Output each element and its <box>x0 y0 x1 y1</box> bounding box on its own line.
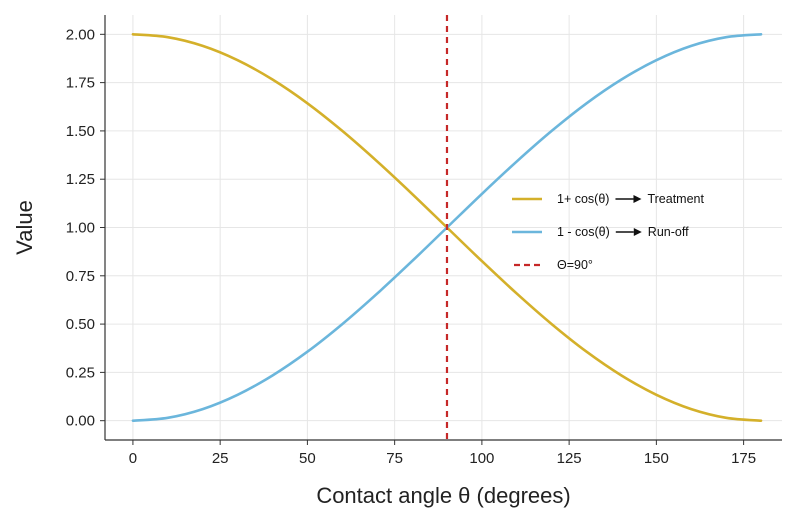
y-tick-label: 1.00 <box>66 220 95 237</box>
legend-target-label: Treatment <box>647 192 704 206</box>
y-tick-label: 0.50 <box>66 316 95 333</box>
legend-target-label: Run-off <box>648 225 689 239</box>
y-tick-label: 0.00 <box>66 413 95 430</box>
x-tick-label: 0 <box>129 450 137 467</box>
legend-arrow-head <box>633 195 642 203</box>
y-tick-label: 0.25 <box>66 364 95 381</box>
legend-label: 1+ cos(θ) <box>557 192 609 206</box>
x-tick-label: 175 <box>731 450 756 467</box>
legend-label: Θ=90° <box>557 258 593 272</box>
legend-arrow-head <box>633 228 642 236</box>
x-tick-label: 75 <box>386 450 403 467</box>
x-tick-label: 125 <box>557 450 582 467</box>
legend-label: 1 - cos(θ) <box>557 225 610 239</box>
x-tick-label: 50 <box>299 450 316 467</box>
x-tick-label: 150 <box>644 450 669 467</box>
y-tick-label: 0.75 <box>66 268 95 285</box>
x-tick-label: 100 <box>469 450 494 467</box>
y-tick-label: 1.25 <box>66 171 95 188</box>
y-tick-label: 2.00 <box>66 26 95 43</box>
x-tick-label: 25 <box>212 450 229 467</box>
y-tick-label: 1.75 <box>66 75 95 92</box>
x-axis-title: Contact angle θ (degrees) <box>316 483 570 508</box>
y-tick-label: 1.50 <box>66 123 95 140</box>
y-axis-title: Value <box>12 200 37 255</box>
